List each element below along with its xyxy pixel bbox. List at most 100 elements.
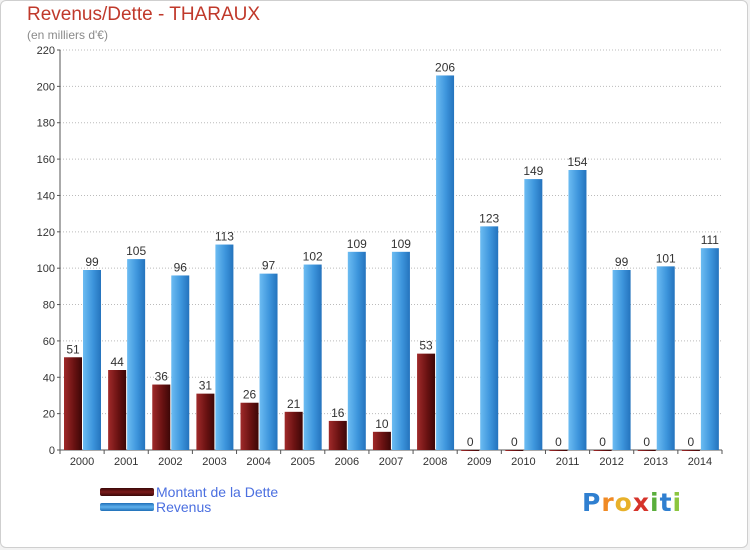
x-tick-label: 2011 <box>556 456 580 468</box>
y-tick-label: 80 <box>43 300 55 312</box>
x-tick-label: 2007 <box>379 456 403 468</box>
x-tick-label: 2004 <box>246 456 270 468</box>
bar-debt-2005 <box>285 412 303 450</box>
x-tick-label: 2002 <box>158 456 182 468</box>
bar-revenue-2010 <box>524 179 542 450</box>
bar-debt-2014 <box>682 450 700 451</box>
data-label-revenue-2007: 109 <box>391 237 411 251</box>
data-label-revenue-2011: 154 <box>567 155 587 169</box>
x-tick-label: 2014 <box>688 456 712 468</box>
data-label-revenue-2008: 206 <box>435 60 455 74</box>
data-label-debt-2008: 53 <box>419 339 433 353</box>
legend-swatch-revenue <box>100 503 154 511</box>
bar-revenue-2003 <box>215 245 233 450</box>
data-label-debt-2000: 51 <box>66 342 80 356</box>
y-tick-label: 180 <box>37 118 55 130</box>
logo-letter: o <box>615 488 633 517</box>
y-tick-label: 160 <box>37 154 55 166</box>
data-label-revenue-2003: 113 <box>215 230 234 244</box>
bar-revenue-2011 <box>568 170 586 450</box>
logo-letter: i <box>673 488 683 517</box>
bar-debt-2001 <box>108 370 126 450</box>
y-tick-label: 20 <box>43 409 55 421</box>
data-label-debt-2010: 0 <box>511 435 518 449</box>
data-label-revenue-2001: 105 <box>126 244 146 258</box>
x-tick-label: 2006 <box>335 456 359 468</box>
bar-debt-2008 <box>417 354 435 450</box>
x-tick-label: 2000 <box>70 456 94 468</box>
data-label-revenue-2013: 101 <box>656 251 676 265</box>
legend-label-revenue: Revenus <box>156 499 211 515</box>
y-tick-label: 100 <box>37 263 55 275</box>
bar-revenue-2004 <box>260 274 278 450</box>
proxiti-logo: Proxiti <box>582 488 682 517</box>
data-label-revenue-2000: 99 <box>85 255 99 269</box>
logo-letter: x <box>633 488 650 517</box>
bar-debt-2013 <box>638 450 656 451</box>
bar-revenue-2012 <box>613 270 631 450</box>
y-tick-label: 0 <box>49 445 55 457</box>
data-label-debt-2005: 21 <box>287 397 301 411</box>
data-label-debt-2012: 0 <box>599 435 606 449</box>
data-label-debt-2002: 36 <box>155 370 169 384</box>
bar-revenue-2001 <box>127 259 145 450</box>
bar-revenue-2002 <box>171 275 189 450</box>
x-tick-label: 2010 <box>511 456 535 468</box>
bar-debt-2002 <box>152 385 170 450</box>
y-tick-label: 200 <box>37 81 55 93</box>
y-tick-label: 140 <box>37 190 55 202</box>
data-label-revenue-2014: 111 <box>701 233 720 247</box>
x-tick-label: 2005 <box>290 456 314 468</box>
x-tick-label: 2008 <box>423 456 447 468</box>
bar-revenue-2008 <box>436 75 454 450</box>
y-tick-label: 120 <box>37 227 55 239</box>
y-tick-label: 40 <box>43 372 55 384</box>
bar-debt-2009 <box>461 450 479 451</box>
data-label-debt-2004: 26 <box>243 388 257 402</box>
bar-revenue-2009 <box>480 226 498 450</box>
y-tick-label: 220 <box>37 45 55 57</box>
x-tick-label: 2001 <box>114 456 138 468</box>
logo-letter: t <box>660 488 673 517</box>
bar-debt-2004 <box>241 403 259 450</box>
bar-revenue-2013 <box>657 266 675 450</box>
legend-label-debt: Montant de la Dette <box>156 484 278 500</box>
bar-revenue-2005 <box>304 265 322 450</box>
bar-revenue-2000 <box>83 270 101 450</box>
bar-debt-2012 <box>594 450 612 451</box>
data-label-debt-2006: 16 <box>331 406 345 420</box>
data-label-revenue-2004: 97 <box>262 259 276 273</box>
data-label-debt-2003: 31 <box>199 379 213 393</box>
logo-letter: r <box>601 488 614 517</box>
data-label-debt-2011: 0 <box>555 435 562 449</box>
x-tick-label: 2003 <box>202 456 226 468</box>
x-tick-label: 2013 <box>644 456 668 468</box>
x-tick-label: 2009 <box>467 456 491 468</box>
data-label-debt-2001: 44 <box>110 355 124 369</box>
logo-letter: P <box>582 488 601 517</box>
data-label-debt-2014: 0 <box>688 435 695 449</box>
bar-debt-2006 <box>329 421 347 450</box>
data-label-revenue-2005: 102 <box>303 250 323 264</box>
data-label-debt-2013: 0 <box>643 435 650 449</box>
data-label-revenue-2002: 96 <box>174 260 188 274</box>
x-tick-label: 2012 <box>599 456 623 468</box>
data-label-debt-2007: 10 <box>375 417 389 431</box>
data-label-revenue-2010: 149 <box>523 164 543 178</box>
bar-revenue-2007 <box>392 252 410 450</box>
data-label-revenue-2009: 123 <box>479 211 499 225</box>
data-label-debt-2009: 0 <box>467 435 474 449</box>
legend-swatch-debt <box>100 488 154 496</box>
logo-letter: i <box>650 488 660 517</box>
bar-revenue-2006 <box>348 252 366 450</box>
bar-debt-2007 <box>373 432 391 450</box>
bar-debt-2011 <box>549 450 567 451</box>
data-label-revenue-2006: 109 <box>347 237 367 251</box>
bar-revenue-2014 <box>701 248 719 450</box>
bar-debt-2003 <box>196 394 214 450</box>
bar-debt-2010 <box>505 450 523 451</box>
y-tick-label: 60 <box>43 336 55 348</box>
data-label-revenue-2012: 99 <box>615 255 629 269</box>
bar-debt-2000 <box>64 357 82 450</box>
